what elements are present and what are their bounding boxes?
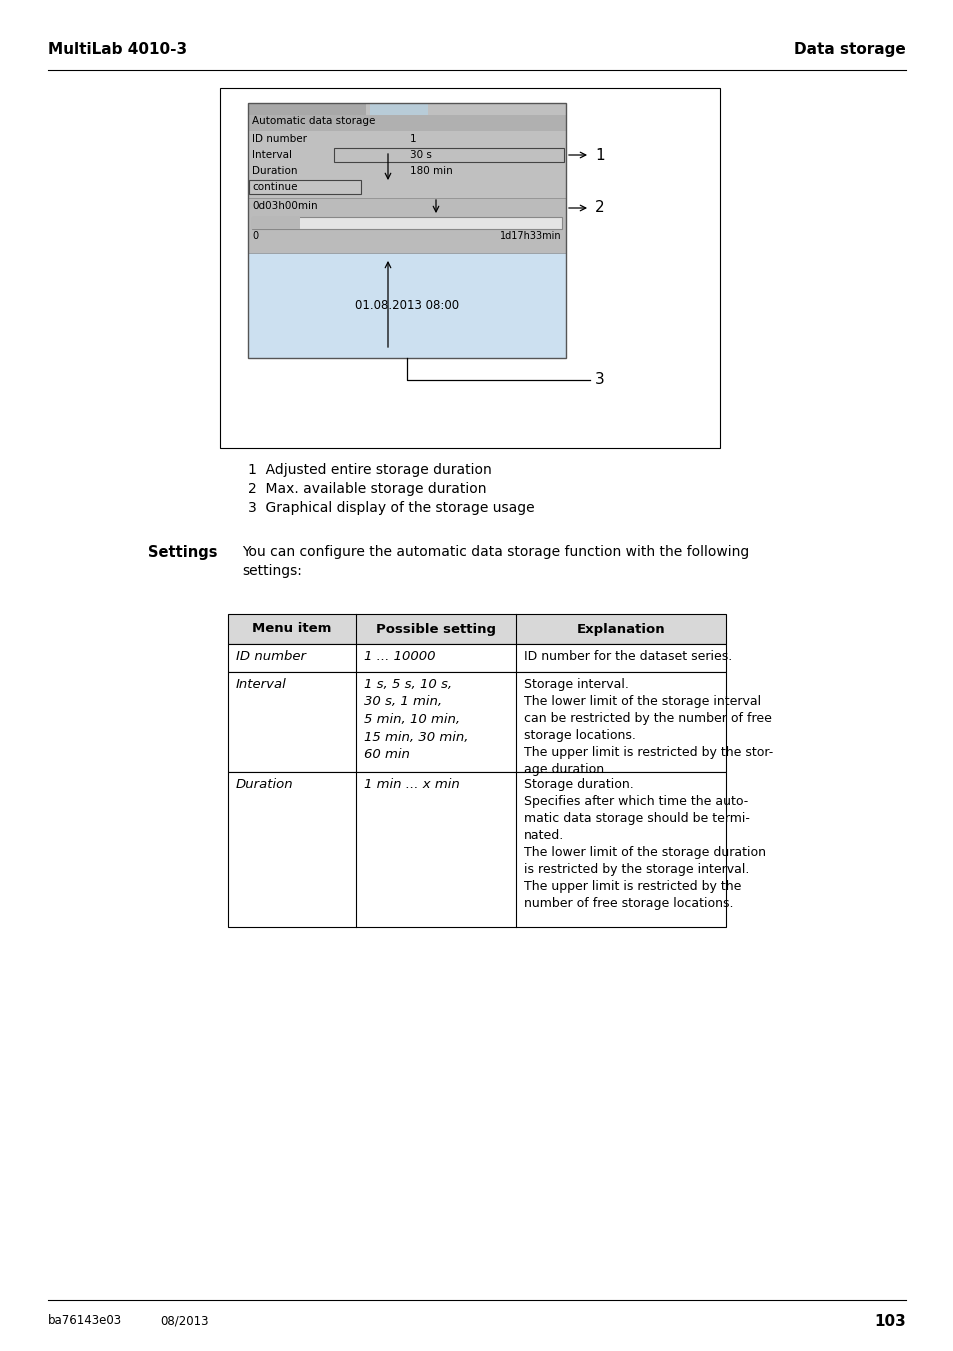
Text: 1 ... 10000: 1 ... 10000 [364,650,435,663]
Text: 3  Graphical display of the storage usage: 3 Graphical display of the storage usage [248,501,534,515]
Text: 2: 2 [595,200,604,216]
Text: Explanation: Explanation [576,623,664,635]
Text: 1: 1 [410,134,416,145]
Text: ID number for the dataset series.: ID number for the dataset series. [523,650,732,663]
Bar [220,88,720,449]
Text: Data storage: Data storage [794,42,905,57]
Bar [249,180,360,195]
Text: continue: continue [252,182,297,192]
Text: 08/2013: 08/2013 [160,1315,209,1327]
Text: 30 s: 30 s [410,150,432,159]
Bar [252,218,561,230]
Text: 1  Adjusted entire storage duration: 1 Adjusted entire storage duration [248,463,491,477]
Text: MultiLab 4010-3: MultiLab 4010-3 [48,42,187,57]
Bar [248,103,565,358]
Text: 2  Max. available storage duration: 2 Max. available storage duration [248,482,486,496]
Text: Duration: Duration [252,166,297,176]
Text: You can configure the automatic data storage function with the following
setting: You can configure the automatic data sto… [242,544,748,578]
Text: 1: 1 [595,147,604,162]
Text: Storage duration.
Specifies after which time the auto-
matic data storage should: Storage duration. Specifies after which … [523,778,765,911]
Bar [228,671,725,771]
Bar [248,253,565,358]
Text: ba76143e03: ba76143e03 [48,1315,122,1327]
Text: 01.08.2013 08:00: 01.08.2013 08:00 [355,299,458,312]
Text: 1d17h33min: 1d17h33min [500,231,561,240]
Bar [228,644,725,671]
Text: Interval: Interval [252,150,292,159]
Bar [228,771,725,927]
Text: 3: 3 [595,373,604,388]
Text: Settings: Settings [148,544,217,561]
Text: Storage interval.
The lower limit of the storage interval
can be restricted by t: Storage interval. The lower limit of the… [523,678,773,775]
Text: Menu item: Menu item [252,623,332,635]
Bar [252,218,299,230]
Bar [248,115,565,131]
Text: ID number: ID number [235,650,306,663]
Text: Duration: Duration [235,778,294,790]
Text: 0: 0 [252,231,258,240]
Text: 0d03h00min: 0d03h00min [252,201,317,211]
Bar [248,103,366,115]
Text: 180 min: 180 min [410,166,453,176]
Bar [248,199,565,253]
Text: Interval: Interval [235,678,287,690]
Text: 103: 103 [873,1315,905,1329]
Bar [248,103,565,358]
Bar [228,613,725,644]
Bar [334,149,563,162]
Text: Automatic data storage: Automatic data storage [252,116,375,126]
Text: ID number: ID number [252,134,307,145]
Text: 1 s, 5 s, 10 s,
30 s, 1 min,
5 min, 10 min,
15 min, 30 min,
60 min: 1 s, 5 s, 10 s, 30 s, 1 min, 5 min, 10 m… [364,678,468,761]
Text: 1 min ... x min: 1 min ... x min [364,778,459,790]
Bar [370,103,428,115]
Text: Possible setting: Possible setting [375,623,496,635]
